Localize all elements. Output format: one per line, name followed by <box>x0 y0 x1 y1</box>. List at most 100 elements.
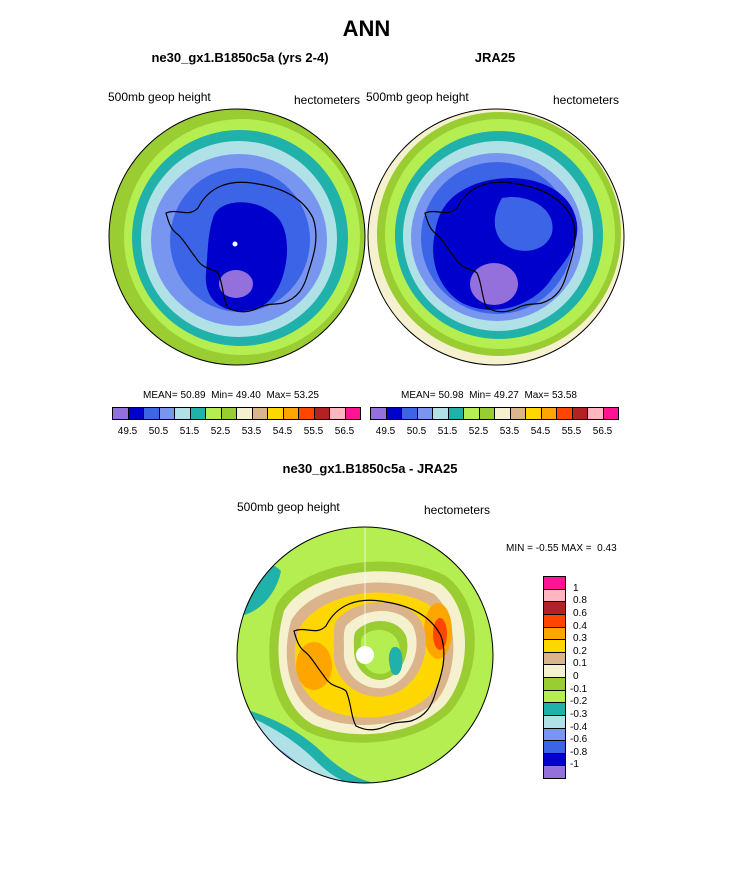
panel1-colorbar-cell <box>329 407 346 420</box>
panel2-colorbar-cell <box>447 407 464 420</box>
panel1-stats: MEAN= 50.89 Min= 49.40 Max= 53.25 <box>143 390 373 401</box>
panel2-stats: MEAN= 50.98 Min= 49.27 Max= 53.58 <box>401 390 631 401</box>
panel2-colorbar-tick: 53.5 <box>499 426 520 437</box>
panel3-colorbar-cell <box>543 613 566 628</box>
panel3-max-value: 0.43 <box>597 543 617 554</box>
panel2-left-label: 500mb geop height <box>366 90 469 104</box>
panel2-min-label: Min= <box>469 390 492 401</box>
panel1-colorbar-cell <box>267 407 284 420</box>
panel2-colorbar-cell <box>509 407 526 420</box>
panel3-min-label: MIN = <box>506 543 533 554</box>
panel3-colorbar-tick: 0.8 <box>573 595 587 607</box>
panel3-colorbar-tick: 0.6 <box>573 607 587 619</box>
panel1-colorbar-cell <box>220 407 237 420</box>
panel2-coastline <box>424 181 576 313</box>
panel2-colorbar-cell <box>540 407 557 420</box>
panel3-colorbar-tick: -0.8 <box>570 746 588 758</box>
panel3-colorbar-cell <box>543 752 566 767</box>
panel3-colorbar-cell <box>543 651 566 666</box>
panel3-max-label: MAX = <box>561 543 592 554</box>
panel2-polar-map <box>367 108 625 366</box>
panel2-colorbar-tick: 50.5 <box>406 426 427 437</box>
panel3-colorbar-cell <box>543 727 566 742</box>
panel1-colorbar-tick: 55.5 <box>303 426 324 437</box>
panel1-colorbar <box>112 407 361 420</box>
panel3-colorbar-cell <box>543 588 566 603</box>
panel1-min-value: 49.40 <box>235 390 261 401</box>
panel3-colorbar-cell <box>543 702 566 716</box>
panel2-colorbar-cell <box>385 407 402 420</box>
panel1-title: ne30_gx1.B1850c5a (yrs 2-4) <box>151 50 329 65</box>
panel3-colorbar-tick: -0.2 <box>570 696 588 708</box>
panel1-mean-value: 50.89 <box>180 390 206 401</box>
panel1-colorbar-tick: 52.5 <box>210 426 231 437</box>
panel3-left-label: 500mb geop height <box>237 500 340 514</box>
panel2-colorbar-cell <box>571 407 588 420</box>
panel3-colorbar-cell <box>543 689 566 704</box>
panel2-colorbar-tick: 51.5 <box>437 426 458 437</box>
panel3-title: ne30_gx1.B1850c5a - JRA25 <box>282 461 458 476</box>
panel3-colorbar-tick: 0 <box>573 671 579 682</box>
panel3-colorbar-tick: -0.4 <box>570 721 588 733</box>
panel1-mean-label: MEAN= <box>143 390 178 401</box>
panel1-colorbar-cell <box>236 407 253 420</box>
panel1-colorbar-cell <box>189 407 206 420</box>
panel1-colorbar-cell <box>127 407 144 420</box>
panel3-colorbar <box>543 576 566 779</box>
panel1-colorbar-cell <box>205 407 222 420</box>
panel3-min-center <box>388 646 403 676</box>
panel2-colorbar-cell <box>370 407 387 420</box>
panel2-max-value: 53.58 <box>551 390 577 401</box>
panel1-colorbar-tick: 54.5 <box>272 426 293 437</box>
panel2-colorbar-cell <box>463 407 480 420</box>
panel3-colorbar-cell <box>543 664 566 678</box>
panel1-colorbar-cell <box>143 407 160 420</box>
panel2-max-label: Max= <box>524 390 550 401</box>
panel1-colorbar-tick: 49.5 <box>117 426 138 437</box>
panel1-colorbar-cell <box>112 407 129 420</box>
panel1-min-center <box>219 270 253 298</box>
panel3-colorbar-tick: 0.3 <box>573 633 587 645</box>
panel2-colorbar-tick: 56.5 <box>592 426 613 437</box>
panel2-colorbar-tick: 54.5 <box>530 426 551 437</box>
panel2-colorbar-cell <box>432 407 449 420</box>
panel2-colorbar-cell <box>602 407 619 420</box>
panel3-coastline <box>293 599 445 731</box>
panel1-max-value: 53.25 <box>293 390 319 401</box>
panel2-colorbar-cell <box>416 407 433 420</box>
panel3-colorbar-ticks: 1 0.8 0.6 0.4 0.3 0.2 0.1 0 -0.1 -0.2 -0.3 -0.4 -0.6… <box>570 576 610 778</box>
panel2-colorbar-cell <box>478 407 495 420</box>
panel1-colorbar-ticks: 49.5 50.5 51.5 52.5 53.5 54.5 55.5 56.5 <box>112 426 360 440</box>
panel3-colorbar-cell <box>543 677 566 691</box>
panel2-title: JRA25 <box>474 50 516 65</box>
panel2-colorbar-tick: 52.5 <box>468 426 489 437</box>
panel3-colorbar-cell <box>543 576 566 590</box>
panel2-colorbar-cell <box>525 407 542 420</box>
panel3-colorbar-cell <box>543 626 566 641</box>
panel2-mean-value: 50.98 <box>438 390 464 401</box>
panel3-colorbar-tick: 0.2 <box>573 645 587 657</box>
panel3-colorbar-cell <box>543 639 566 653</box>
panel1-polar-map <box>108 108 366 366</box>
panel3-colorbar-cell <box>543 714 566 729</box>
panel1-colorbar-cell <box>344 407 361 420</box>
panel2-min-center <box>470 263 518 305</box>
panel3-colorbar-tick: 0.4 <box>573 620 587 632</box>
panel3-colorbar-tick: -0.6 <box>570 734 588 746</box>
panel3-min-value: -0.55 <box>535 543 559 554</box>
panel2-colorbar-cell <box>556 407 573 420</box>
panel1-colorbar-cell <box>282 407 299 420</box>
panel3-right-label: hectometers <box>424 503 491 517</box>
panel1-colorbar-cell <box>313 407 330 420</box>
panel3-west-max <box>296 642 332 690</box>
panel3-colorbar-tick: 0.1 <box>573 658 587 670</box>
panel1-colorbar-tick: 50.5 <box>148 426 169 437</box>
panel1-min-label: Min= <box>211 390 234 401</box>
panel3-stats: MIN = -0.55 MAX = 0.43 <box>506 543 617 554</box>
panel3-colorbar-cell <box>543 740 566 754</box>
panel2-right-label: hectometers <box>553 93 620 107</box>
panel1-left-label: 500mb geop height <box>108 90 211 104</box>
panel3-colorbar-tick: -1 <box>570 759 579 771</box>
panel1-colorbar-tick: 53.5 <box>241 426 262 437</box>
panel1-colorbar-cell <box>298 407 315 420</box>
